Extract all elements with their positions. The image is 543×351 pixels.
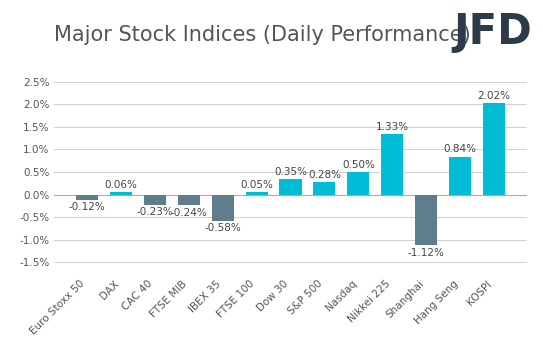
Bar xyxy=(415,194,437,245)
Bar xyxy=(110,192,132,194)
Text: -0.24%: -0.24% xyxy=(171,208,207,218)
Text: 0.06%: 0.06% xyxy=(104,180,137,190)
Bar xyxy=(348,172,369,194)
Text: Major Stock Indices (Daily Performance): Major Stock Indices (Daily Performance) xyxy=(54,25,471,45)
Bar xyxy=(178,194,200,205)
Text: 0.35%: 0.35% xyxy=(274,166,307,177)
Bar xyxy=(212,194,233,221)
Text: JFD: JFD xyxy=(453,11,532,53)
Bar xyxy=(245,192,268,194)
Text: -0.23%: -0.23% xyxy=(136,207,173,217)
Bar xyxy=(381,134,403,194)
Bar xyxy=(144,194,166,205)
Bar xyxy=(449,157,471,194)
Text: -0.58%: -0.58% xyxy=(204,223,241,233)
Text: 0.28%: 0.28% xyxy=(308,170,341,180)
Text: 0.50%: 0.50% xyxy=(342,160,375,170)
Text: -0.12%: -0.12% xyxy=(68,202,105,212)
Text: 1.33%: 1.33% xyxy=(376,122,409,132)
Text: 0.05%: 0.05% xyxy=(240,180,273,190)
Text: 0.84%: 0.84% xyxy=(444,144,477,154)
Bar xyxy=(483,103,505,194)
Bar xyxy=(76,194,98,200)
Text: 2.02%: 2.02% xyxy=(478,91,511,101)
Bar xyxy=(280,179,301,194)
Bar xyxy=(313,182,336,194)
Text: -1.12%: -1.12% xyxy=(408,247,445,258)
